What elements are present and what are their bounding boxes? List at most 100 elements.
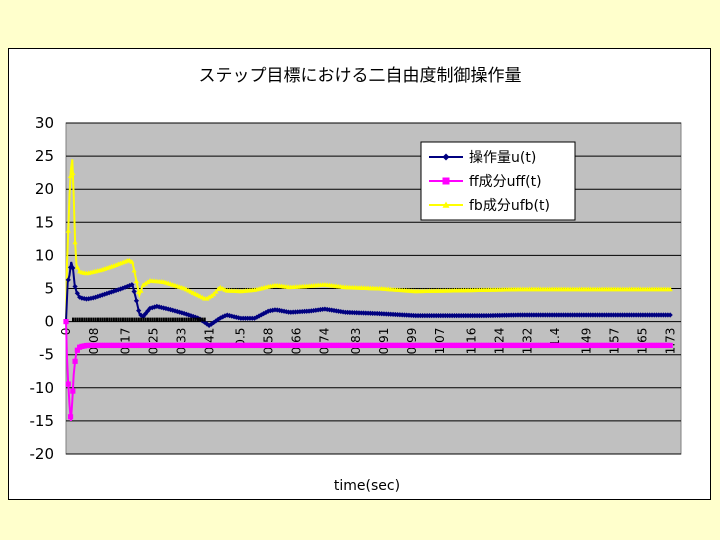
- zero-marker: [171, 317, 174, 322]
- series-marker: [70, 388, 76, 394]
- zero-marker: [131, 317, 134, 322]
- zero-marker: [115, 317, 118, 322]
- x-tick-label: 0.08: [87, 328, 101, 355]
- series-marker: [188, 313, 194, 319]
- x-tick-label: 1.24: [492, 328, 506, 355]
- zero-marker: [101, 317, 104, 322]
- zero-marker: [196, 317, 199, 322]
- series-marker: [206, 294, 212, 300]
- series-marker: [67, 414, 74, 420]
- series-marker: [213, 288, 219, 294]
- y-tick-label: -5: [39, 346, 54, 364]
- zero-marker: [119, 317, 122, 322]
- series-marker: [329, 307, 335, 313]
- zero-marker: [144, 317, 147, 322]
- x-tick-label: 1.07: [433, 328, 447, 355]
- series-marker: [156, 304, 162, 310]
- series-marker: [326, 307, 333, 313]
- chart-svg: ステップ目標における二自由度制御操作量 30 25 20 15 10 5 0 -5 -10 -15…: [30, 66, 682, 494]
- series-marker: [67, 173, 74, 179]
- zero-marker: [192, 317, 195, 322]
- y-axis: 30 25 20 15 10 5 0 -5 -10 -15 -20: [30, 114, 55, 463]
- series-0: [63, 261, 673, 329]
- zero-marker: [128, 317, 131, 322]
- series-marker: [154, 303, 160, 309]
- series-marker: [233, 314, 239, 320]
- zero-marker: [94, 317, 97, 322]
- series-marker: [136, 308, 142, 314]
- series-marker: [231, 314, 237, 320]
- zero-marker: [76, 317, 79, 322]
- x-tick-label: 0.91: [377, 328, 391, 355]
- zero-marker: [96, 317, 99, 322]
- chart-frame: ステップ目標における二自由度制御操作量 30 25 20 15 10 5 0 -5 -10 -15…: [8, 48, 711, 500]
- zero-marker: [137, 317, 140, 322]
- zero-marker: [71, 317, 74, 322]
- series-marker: [131, 288, 137, 295]
- zero-marker: [181, 317, 184, 322]
- zero-marker: [190, 317, 193, 322]
- series-1: [63, 319, 673, 421]
- zero-marker: [92, 317, 95, 322]
- x-tick-label: 1.73: [664, 328, 678, 355]
- y-tick-label: 30: [35, 114, 54, 132]
- x-tick-label: 0.99: [405, 328, 419, 355]
- series-marker: [215, 316, 221, 322]
- series-marker: [322, 306, 328, 312]
- zero-marker: [106, 317, 109, 322]
- series-marker: [115, 287, 121, 293]
- series-marker: [65, 381, 71, 387]
- legend-marker: [442, 153, 450, 161]
- x-axis-label: time(sec): [334, 478, 400, 494]
- series-marker: [140, 282, 146, 288]
- series-marker: [74, 347, 80, 353]
- series-marker: [281, 308, 287, 314]
- y-tick-label: 10: [35, 246, 54, 264]
- x-tick-label: 0.83: [349, 328, 363, 355]
- y-tick-label: 20: [35, 180, 54, 198]
- series-marker: [333, 308, 339, 314]
- x-tick-label: 0.41: [202, 328, 216, 355]
- chart-title: ステップ目標における二自由度制御操作量: [199, 66, 522, 86]
- series-marker: [74, 264, 80, 270]
- x-tick-label: 1.4: [548, 328, 562, 347]
- series-2: [63, 159, 673, 324]
- x-tick-label: 1.49: [580, 328, 594, 355]
- series-marker: [324, 306, 330, 313]
- zero-marker: [165, 317, 168, 322]
- zero-marker-row: [71, 317, 206, 322]
- zero-marker: [81, 317, 84, 322]
- zero-marker: [199, 317, 202, 322]
- zero-marker: [142, 317, 145, 322]
- zero-marker: [149, 317, 152, 322]
- zero-marker: [162, 317, 165, 322]
- zero-marker: [110, 317, 113, 322]
- legend: 操作量u(t) ff成分uff(t) fb成分ufb(t): [420, 141, 576, 221]
- zero-marker: [124, 317, 127, 322]
- zero-marker: [169, 317, 172, 322]
- series-marker: [192, 314, 199, 320]
- series-marker: [161, 305, 167, 311]
- legend-marker: [442, 201, 450, 208]
- series-marker: [261, 311, 267, 317]
- series-marker: [236, 315, 242, 321]
- series-marker: [251, 315, 258, 321]
- zero-marker: [201, 317, 204, 322]
- x-tick-label: 0.74: [318, 328, 332, 355]
- legend-label: 操作量u(t): [469, 150, 536, 166]
- zero-marker: [185, 317, 188, 322]
- series-marker: [133, 278, 140, 284]
- series-marker: [70, 170, 76, 176]
- series-marker: [204, 295, 210, 301]
- zero-marker: [187, 317, 190, 322]
- series-marker: [145, 279, 151, 285]
- x-tick-label: 1.16: [464, 328, 478, 355]
- legend-label: fb成分ufb(t): [469, 198, 550, 214]
- series-marker: [147, 305, 153, 311]
- y-tick-label: 25: [35, 147, 54, 165]
- zero-marker: [117, 317, 120, 322]
- zero-marker: [87, 317, 90, 322]
- legend-items: 操作量u(t) ff成分uff(t) fb成分ufb(t): [429, 150, 550, 214]
- zero-marker: [174, 317, 177, 322]
- series-marker: [72, 358, 78, 364]
